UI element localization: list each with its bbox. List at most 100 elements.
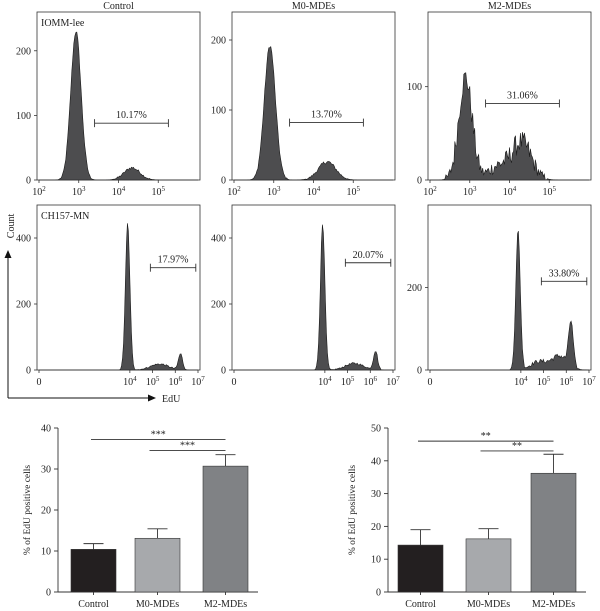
x-category-label: M2-MDEs (204, 599, 247, 610)
x-tick-base: 10 (112, 187, 122, 198)
y-tick-label: 0 (26, 366, 31, 377)
significance-stars: *** (151, 429, 166, 440)
x-tick-label: 105 (543, 185, 557, 198)
x-tick-exponent: 2 (433, 185, 437, 193)
x-tick-label: 106 (364, 375, 378, 388)
y-tick-label: 200 (211, 36, 226, 47)
x-tick-base: 10 (191, 377, 201, 388)
x-tick-label: 104 (503, 185, 517, 198)
x-tick-base: 10 (169, 377, 179, 388)
x-tick-base: 10 (386, 377, 396, 388)
histogram-fill (39, 31, 198, 181)
x-tick-exponent: 3 (82, 185, 86, 193)
x-tick-exponent: 5 (162, 185, 166, 193)
x-tick-exponent: 5 (156, 375, 160, 383)
column-title: M2-MDEs (488, 1, 531, 12)
x-tick-base: 10 (514, 377, 524, 388)
x-tick-label: 106 (169, 375, 183, 388)
y-tick-label: 200 (407, 283, 422, 294)
y-tick-label: 30 (41, 465, 51, 476)
x-tick-exponent: 6 (374, 375, 378, 383)
gate-percentage-label: 20.07% (353, 250, 384, 261)
y-tick-label: 50 (371, 424, 381, 435)
x-tick-base: 10 (537, 377, 547, 388)
x-tick-exponent: 3 (473, 185, 477, 193)
x-tick-base: 10 (560, 377, 570, 388)
x-tick-base: 10 (543, 187, 553, 198)
x-category-label: M2-MDEs (532, 599, 575, 610)
x-tick-exponent: 7 (201, 375, 205, 383)
x-tick-base: 10 (123, 377, 133, 388)
gate-percentage-label: 31.06% (507, 90, 538, 101)
edu-axis-label: EdU (162, 394, 181, 405)
x-tick-exponent: 5 (351, 375, 355, 383)
y-tick-label: 0 (221, 176, 226, 187)
y-tick-label: 40 (371, 456, 381, 467)
y-tick-label: 100 (407, 82, 422, 93)
significance-stars: ** (481, 431, 491, 442)
y-tick-label: 200 (16, 300, 31, 311)
histogram-fill (234, 224, 393, 371)
x-tick-label: 0 (232, 377, 237, 388)
x-tick-base: 10 (32, 187, 42, 198)
y-tick-label: 100 (211, 106, 226, 117)
x-tick-label: 103 (463, 185, 477, 198)
x-tick-label: 105 (341, 375, 355, 388)
x-tick-label: 102 (227, 185, 241, 198)
x-tick-exponent: 5 (547, 375, 551, 383)
count-axis-label: Count (6, 214, 17, 239)
panel-frame (427, 204, 592, 371)
bar (202, 465, 249, 593)
x-tick-exponent: 5 (553, 185, 557, 193)
bar (465, 538, 512, 593)
x-tick-base: 10 (364, 377, 374, 388)
x-tick-label: 104 (514, 375, 528, 388)
x-category-label: Control (405, 599, 436, 610)
x-tick-exponent: 6 (179, 375, 183, 383)
x-tick-exponent: 4 (328, 375, 332, 383)
flow-axis-indicator: Count EdU (4, 214, 181, 405)
x-tick-base: 0 (428, 377, 433, 388)
y-tick-label: 0 (417, 176, 422, 187)
x-tick-base: 10 (318, 377, 328, 388)
y-tick-label: 200 (16, 46, 31, 57)
y-tick-label: 0 (417, 366, 422, 377)
x-tick-exponent: 4 (133, 375, 137, 383)
x-tick-base: 0 (37, 377, 42, 388)
y-tick-label: 20 (371, 522, 381, 533)
x-tick-base: 10 (503, 187, 513, 198)
x-tick-base: 10 (152, 187, 162, 198)
y-tick-label: 0 (376, 588, 381, 599)
x-tick-exponent: 6 (570, 375, 574, 383)
x-tick-label: 105 (152, 185, 166, 198)
bar (530, 472, 577, 593)
significance-stars: ** (512, 441, 522, 452)
panel-frame (231, 204, 396, 371)
x-tick-base: 10 (267, 187, 277, 198)
x-tick-base: 10 (347, 187, 357, 198)
x-tick-label: 104 (307, 185, 321, 198)
x-category-label: M0-MDEs (136, 599, 179, 610)
x-tick-label: 105 (347, 185, 361, 198)
y-tick-label: 30 (371, 489, 381, 500)
x-tick-exponent: 2 (42, 185, 46, 193)
histogram-fill (430, 72, 589, 181)
x-tick-exponent: 5 (357, 185, 361, 193)
x-tick-label: 0 (37, 377, 42, 388)
y-tick-label: 40 (41, 424, 51, 435)
x-tick-label: 107 (582, 375, 596, 388)
gate-percentage-label: 10.17% (116, 110, 147, 121)
x-tick-base: 10 (423, 187, 433, 198)
x-tick-base: 10 (307, 187, 317, 198)
bar (70, 549, 117, 593)
panel-frame (231, 11, 396, 181)
x-tick-label: 106 (560, 375, 574, 388)
y-tick-label: 0 (26, 176, 31, 187)
x-tick-label: 102 (423, 185, 437, 198)
row-label: IOMM-lee (41, 18, 85, 29)
row-label: CH157-MN (41, 211, 89, 222)
